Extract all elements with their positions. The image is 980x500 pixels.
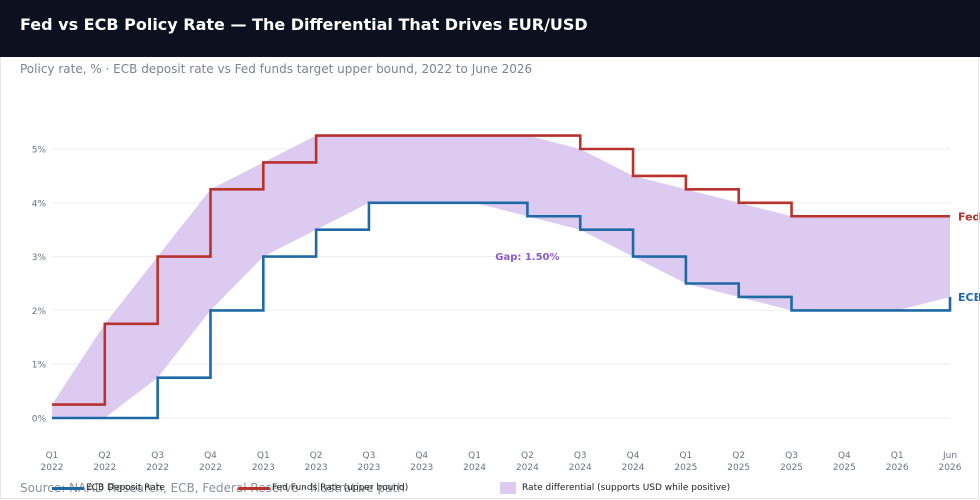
x-tick-year-label: 2022 (93, 463, 116, 473)
legend-gap-label: Rate differential (supports USD while po… (522, 483, 731, 493)
x-tick-label: Q4 (627, 451, 640, 461)
y-tick-label: 4% (32, 199, 47, 209)
legend-ecb-label: ECB Deposit Rate (86, 483, 165, 493)
y-tick-label: 2% (32, 307, 47, 317)
ecb-end-label: ECB (958, 291, 980, 304)
legend-gap-swatch (500, 482, 516, 494)
x-tick-year-label: 2022 (146, 463, 169, 473)
x-tick-year-label: 2026 (939, 463, 962, 473)
x-tick-year-label: 2022 (199, 463, 222, 473)
x-tick-year-label: 2023 (357, 463, 380, 473)
x-tick-label: Q2 (310, 451, 323, 461)
x-tick-label: Q3 (151, 451, 164, 461)
x-tick-label: Q1 (46, 451, 59, 461)
x-tick-label: Q1 (891, 451, 904, 461)
legend-fed-swatch (238, 487, 270, 490)
x-tick-year-label: 2022 (41, 463, 64, 473)
x-tick-label: Q4 (415, 451, 428, 461)
x-tick-label: Q2 (732, 451, 745, 461)
rate-differential-area (52, 135, 950, 419)
y-tick-label: 5% (32, 146, 47, 156)
x-tick-label: Q1 (468, 451, 481, 461)
x-tick-year-label: 2024 (463, 463, 486, 473)
x-tick-label: Q3 (574, 451, 587, 461)
fed-end-label: Fed (958, 210, 980, 223)
y-tick-label: 0% (32, 415, 47, 425)
x-tick-label: Q4 (838, 451, 851, 461)
x-tick-year-label: 2023 (305, 463, 328, 473)
ecb-rate-line (52, 201, 952, 420)
x-tick-label: Q2 (98, 451, 111, 461)
x-tick-year-label: 2025 (727, 463, 750, 473)
legend-ecb-swatch (52, 487, 84, 490)
fed-rate-line (52, 134, 950, 406)
y-tick-label: 3% (32, 253, 47, 263)
x-tick-label: Q1 (257, 451, 270, 461)
x-tick-label: Jun (942, 451, 957, 461)
x-tick-year-label: 2025 (674, 463, 697, 473)
x-tick-year-label: 2023 (410, 463, 433, 473)
x-tick-year-label: 2023 (252, 463, 275, 473)
x-tick-label: Q3 (785, 451, 798, 461)
x-tick-label: Q3 (363, 451, 376, 461)
x-tick-label: Q1 (679, 451, 692, 461)
x-tick-year-label: 2026 (886, 463, 909, 473)
chart-subtitle: Policy rate, % · ECB deposit rate vs Fed… (20, 62, 533, 76)
legend-fed-label: Fed Funds Rate (upper bound) (272, 483, 409, 493)
source-note: Source: NAAD Research, ECB, Federal Rese… (20, 481, 405, 495)
x-tick-year-label: 2024 (516, 463, 539, 473)
gap-annotation: Gap: 1.50% (495, 252, 559, 263)
y-tick-label: 1% (32, 361, 47, 371)
x-tick-year-label: 2024 (622, 463, 645, 473)
x-tick-year-label: 2025 (780, 463, 803, 473)
x-tick-year-label: 2024 (569, 463, 592, 473)
chart-header: Fed vs ECB Policy Rate — The Differentia… (0, 0, 980, 57)
x-tick-year-label: 2025 (833, 463, 856, 473)
x-tick-label: Q4 (204, 451, 217, 461)
x-tick-label: Q2 (521, 451, 534, 461)
chart-title: Fed vs ECB Policy Rate — The Differentia… (20, 15, 588, 34)
